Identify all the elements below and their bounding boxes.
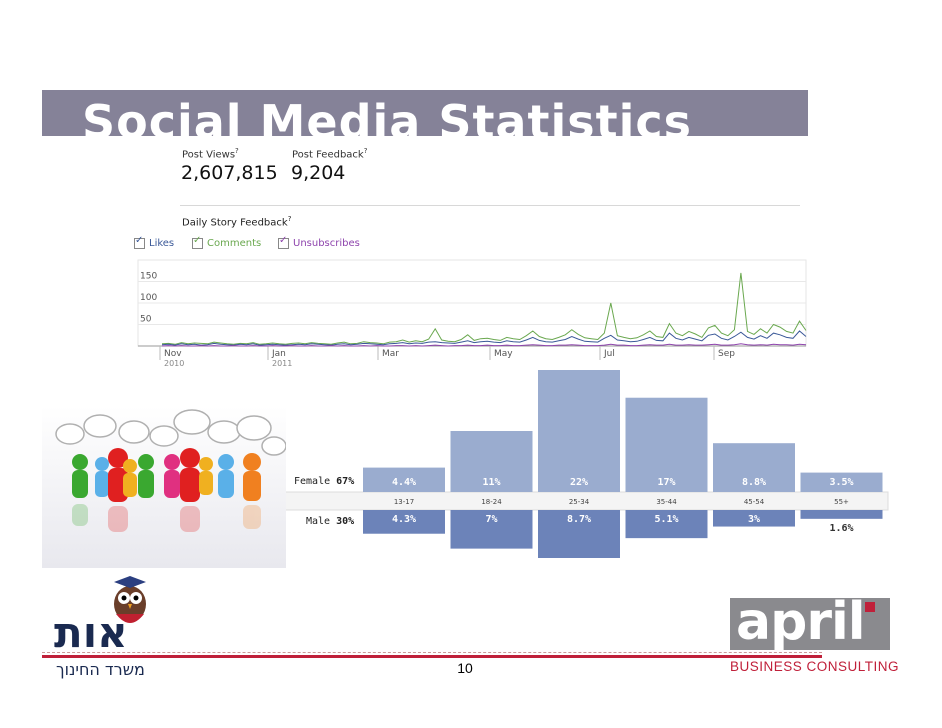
divider (180, 205, 800, 206)
bar-female-25-34 (538, 370, 620, 492)
male-value-label: 5.1% (654, 514, 678, 525)
feedback-chart-title: Daily Story Feedback? (182, 215, 292, 229)
y-tick-label: 150 (140, 272, 157, 282)
female-value-label: 3.5% (829, 477, 853, 488)
series-line-unsubscribes (161, 343, 807, 347)
help-mark-feedback[interactable]: ? (287, 215, 292, 223)
bar-female-55+ (800, 472, 883, 492)
april-logo-background (730, 598, 890, 650)
legend-item-comments[interactable]: Comments (192, 235, 262, 249)
people-speech-bubbles-image (42, 406, 286, 568)
footer-line (42, 655, 822, 658)
female-total-label: Female 67% (294, 476, 354, 487)
help-mark-post-feedback[interactable]: ? (363, 147, 368, 155)
post-feedback-label: Post Feedback? (292, 147, 368, 161)
likes-checkbox-icon[interactable] (134, 235, 145, 249)
x-tick-label: Nov (164, 349, 182, 359)
legend-label-likes: Likes (149, 238, 175, 249)
bar-male-35-44 (625, 510, 708, 539)
bar-male-45-54 (713, 510, 795, 527)
age-category-label: 18-24 (481, 498, 502, 506)
legend-item-unsubscribes[interactable]: Unsubscribes (278, 235, 360, 249)
series-line-likes (161, 330, 807, 346)
demographics-bar-chart: Female 67% Male 30% 4.4% 13-17 4.3% 11% 18-24 7… (264, 370, 889, 558)
april-logo-tagline: BUSINESS CONSULTING (730, 659, 900, 674)
male-value-label: 1.6% (829, 523, 853, 534)
female-value-label: 4.4% (392, 477, 416, 488)
male-value-label: 7% (485, 514, 497, 525)
x-tick-label: Jul (603, 349, 615, 359)
x-tick-sublabel: 2010 (164, 359, 184, 368)
bar-male-55+ (800, 510, 883, 519)
y-tick-label: 100 (140, 293, 157, 303)
help-mark-post-views[interactable]: ? (235, 147, 239, 155)
post-feedback-value: 9,204 (291, 162, 346, 184)
owl-icon (114, 576, 146, 623)
edu-logo-caption: משרד החינוך (56, 660, 145, 679)
female-value-label: 22% (570, 477, 588, 488)
legend-label-comments: Comments (207, 238, 262, 249)
age-category-label: 13-17 (394, 498, 414, 506)
x-tick-label: Jan (271, 349, 286, 359)
bar-female-45-54 (713, 443, 795, 492)
april-logo-dot (865, 602, 875, 612)
post-views-label: Post Views? (182, 147, 239, 161)
bar-female-13-17 (363, 467, 445, 492)
post-views-value: 2,607,815 (181, 162, 278, 184)
male-total-label: Male 30% (306, 516, 354, 527)
bar-male-13-17 (363, 510, 445, 534)
unsubscribes-checkbox-icon[interactable] (278, 235, 289, 249)
title-bar (42, 90, 808, 136)
edu-logo-name: אות (54, 608, 128, 657)
female-value-label: 11% (482, 477, 500, 488)
footer-dotted-line (42, 652, 822, 655)
x-tick-label: Sep (718, 349, 735, 359)
x-tick-sublabel: 2011 (272, 359, 292, 368)
page-number: 10 (457, 660, 473, 676)
april-logo: april BUSINESS CONSULTING (730, 592, 899, 678)
legend-label-unsubscribes: Unsubscribes (293, 238, 360, 249)
age-category-label: 35-44 (656, 498, 677, 506)
male-value-label: 4.3% (392, 514, 416, 525)
y-tick-label: 50 (140, 315, 152, 325)
legend-item-likes[interactable]: Likes (134, 235, 175, 249)
bar-male-18-24 (450, 510, 533, 549)
x-tick-label: Mar (382, 349, 399, 359)
male-total-value: 30% (336, 516, 354, 527)
female-total-value: 67% (336, 476, 354, 487)
bar-female-18-24 (450, 431, 533, 492)
male-value-label: 3% (748, 514, 760, 525)
male-value-label: 8.7% (567, 514, 591, 525)
age-category-label: 45-54 (744, 498, 765, 506)
education-ministry-logo: אות משרד החינוך (44, 574, 184, 684)
series-line-comments (161, 272, 807, 345)
female-value-label: 8.8% (742, 477, 766, 488)
age-category-label: 25-34 (569, 498, 590, 506)
comments-checkbox-icon[interactable] (192, 235, 203, 249)
female-value-label: 17% (657, 477, 675, 488)
bar-female-35-44 (625, 397, 708, 492)
age-category-label: 55+ (834, 498, 849, 506)
bar-male-25-34 (538, 510, 620, 558)
x-tick-label: May (494, 349, 513, 359)
page-title: Social Media Statistics (82, 95, 693, 149)
april-logo-name: april (736, 592, 866, 652)
